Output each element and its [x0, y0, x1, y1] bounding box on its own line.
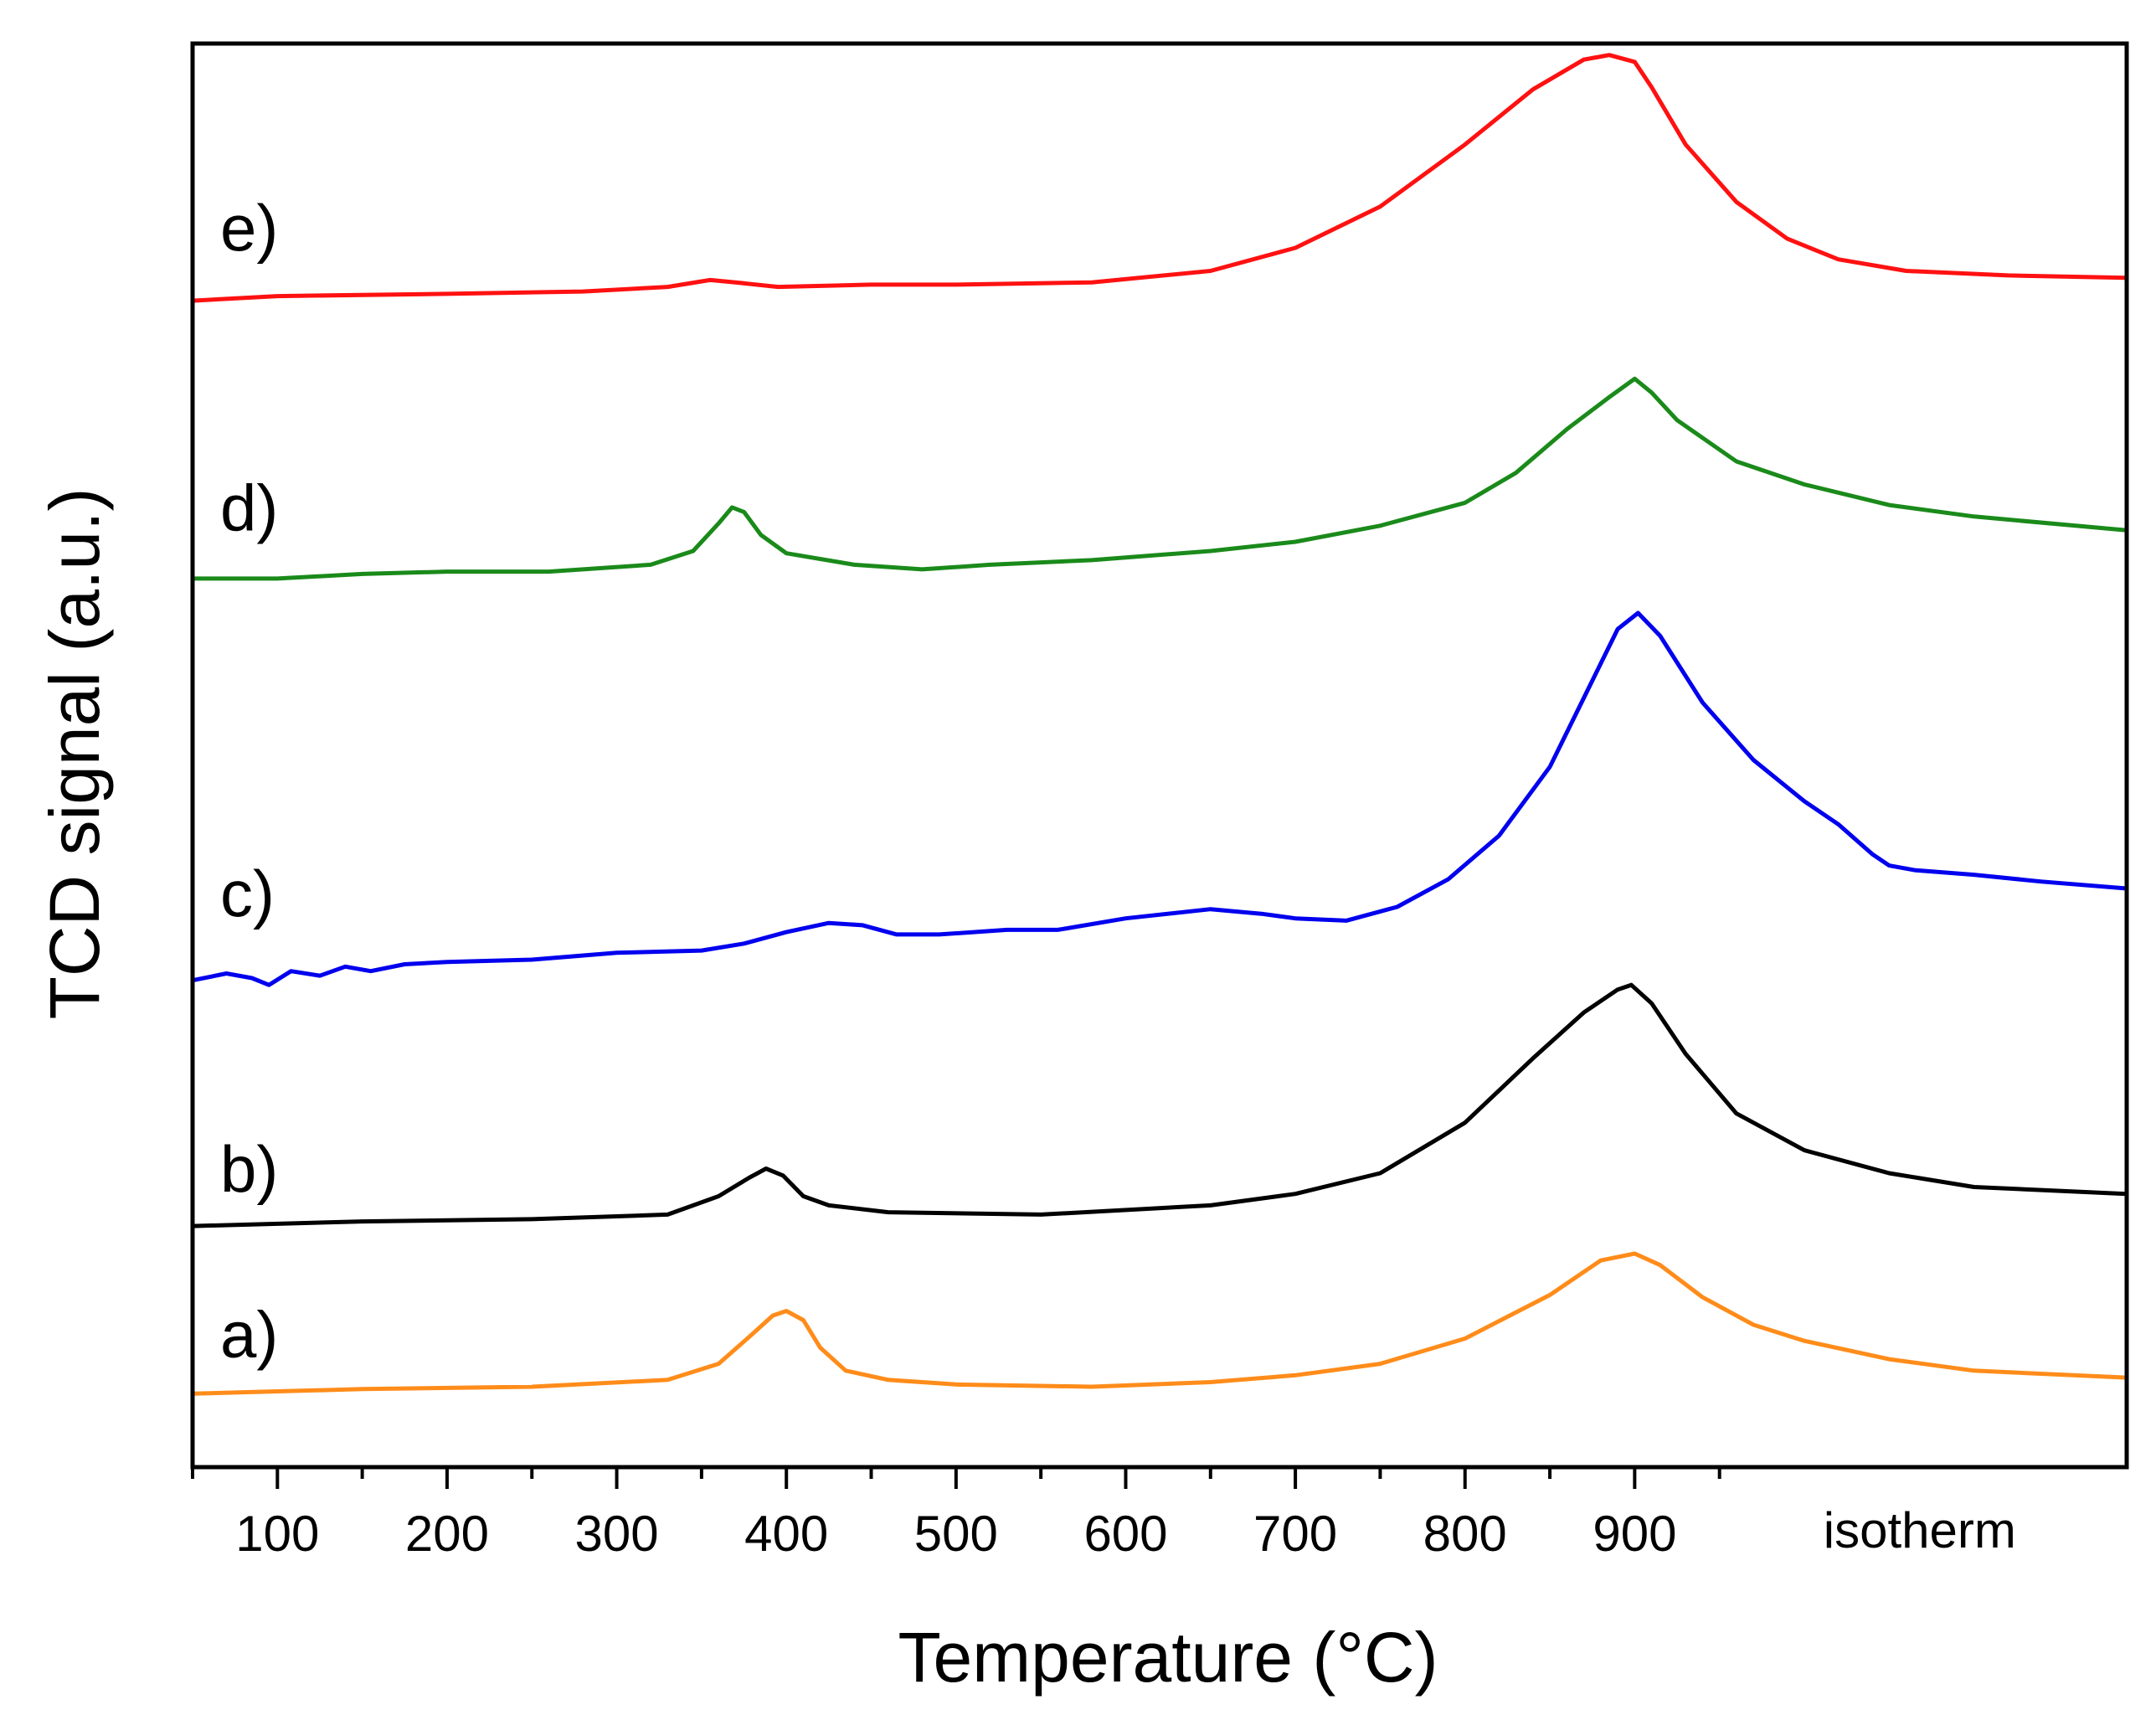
- x-tick-label: 900: [1593, 1506, 1676, 1562]
- series-label-e: e): [220, 191, 278, 265]
- x-tick-label: 600: [1083, 1506, 1167, 1562]
- x-tick-label: 200: [405, 1506, 489, 1562]
- x-tick-label: 100: [235, 1506, 319, 1562]
- y-axis-title: TCD signal (a.u.): [35, 488, 114, 1020]
- x-axis-tick-labels: 100 200 300 400 500 600 700 800 900: [235, 1506, 1676, 1562]
- series-label-b: b): [220, 1132, 278, 1206]
- x-tick-label: 500: [914, 1506, 998, 1562]
- series-line-c: [190, 610, 2129, 987]
- x-axis-ticks: [191, 1467, 1721, 1489]
- series-lines: [190, 53, 2129, 1396]
- series-line-d: [190, 376, 2129, 581]
- series-line-b: [190, 982, 2129, 1228]
- x-tick-label: 400: [744, 1506, 828, 1562]
- x-tick-label: 300: [575, 1506, 659, 1562]
- series-label-a: a): [220, 1297, 278, 1371]
- x-tick-label: 800: [1423, 1506, 1507, 1562]
- series-label-d: d): [220, 471, 278, 544]
- series-label-c: c): [220, 857, 275, 930]
- series-line-a: [190, 1251, 2129, 1396]
- x-tick-label: 700: [1253, 1506, 1337, 1562]
- plot-frame: [190, 41, 2129, 1470]
- x-axis-title: Temperature (°C): [898, 1618, 1438, 1697]
- series-line-e: [190, 53, 2129, 303]
- isotherm-label: isotherm: [1824, 1502, 2016, 1558]
- series-labels: a) b) c) d) e): [220, 191, 278, 1372]
